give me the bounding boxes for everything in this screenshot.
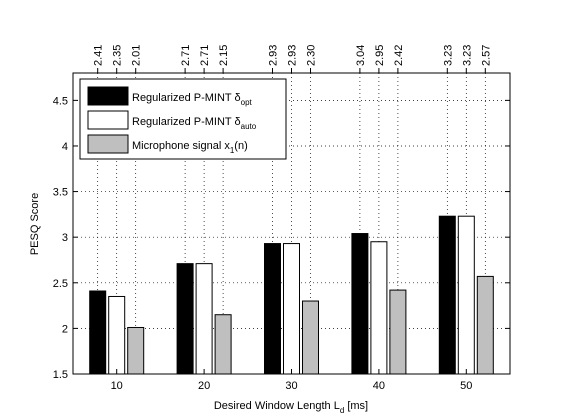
legend-label-auto-main: Regularized P-MINT δ xyxy=(132,116,241,128)
bar-series-2 xyxy=(127,326,145,375)
x-axis-label-subscript: d xyxy=(340,406,344,415)
y-tick-label: 2.5 xyxy=(53,278,68,290)
bar-series-0 xyxy=(176,263,194,375)
legend-label-mic: Microphone signal x1(n) xyxy=(132,140,248,155)
bar-series-1 xyxy=(457,215,475,375)
axis-ticks xyxy=(73,68,510,375)
bar-value-label: 2.01 xyxy=(131,45,143,66)
bar-value-label: 2.93 xyxy=(268,45,280,66)
legend-label-mic-main: Microphone signal x xyxy=(132,140,230,152)
legend-label-opt: Regularized P-MINT δopt xyxy=(132,92,253,107)
y-tick-label: 4 xyxy=(62,141,68,153)
bar-series-2 xyxy=(214,314,232,375)
bar-series-0 xyxy=(89,290,107,375)
legend-swatch-auto xyxy=(87,110,129,130)
bar-value-label: 2.41 xyxy=(93,45,105,66)
bar-value-label: 3.04 xyxy=(355,45,367,66)
y-tick-label: 3.5 xyxy=(53,187,68,199)
bar-value-label: 2.15 xyxy=(218,45,230,66)
y-tick-label: 2 xyxy=(62,323,68,335)
legend-label-mic-subscript: 1 xyxy=(230,146,235,155)
x-tick-label: 30 xyxy=(285,380,297,392)
bar-series-2 xyxy=(302,300,319,375)
bar-value-label: 2.71 xyxy=(180,45,192,66)
bar-series-0 xyxy=(351,233,369,375)
bar-value-label: 2.71 xyxy=(199,45,211,66)
bar-series-1 xyxy=(195,263,213,375)
bar-series-1 xyxy=(108,295,126,375)
legend-label-opt-subscript: opt xyxy=(241,98,253,107)
bar-series-0 xyxy=(264,243,281,375)
legend: Regularized P-MINT δopt Regularized P-MI… xyxy=(79,78,287,160)
x-tick-label: 10 xyxy=(111,380,123,392)
legend-label-opt-main: Regularized P-MINT δ xyxy=(132,92,241,104)
legend-label-mic-tail: (n) xyxy=(234,140,247,152)
bar-series-1 xyxy=(370,241,388,375)
legend-swatch-opt xyxy=(87,86,129,106)
bar-series-2 xyxy=(476,275,494,375)
bar-series-0 xyxy=(438,215,456,375)
x-tick-label: 40 xyxy=(373,380,385,392)
bar-value-label: 3.23 xyxy=(461,45,473,66)
bar-value-label: 2.95 xyxy=(374,45,386,66)
bars xyxy=(89,215,494,375)
y-tick-label: 4.5 xyxy=(53,95,68,107)
x-tick-label: 20 xyxy=(198,380,210,392)
x-axis-label-main: Desired Window Length L xyxy=(214,400,340,412)
bar-value-label: 2.93 xyxy=(287,45,299,66)
x-axis-label-unit: [ms] xyxy=(344,400,368,412)
legend-label-auto: Regularized P-MINT δauto xyxy=(132,116,257,131)
x-tick-label: 50 xyxy=(460,380,472,392)
bar-value-label: 2.30 xyxy=(306,45,318,66)
bar-value-label: 2.57 xyxy=(480,45,492,66)
y-tick-label: 1.5 xyxy=(53,369,68,381)
y-axis-label: PESQ Score xyxy=(29,193,41,255)
bar-value-label: 2.42 xyxy=(393,45,405,66)
legend-swatch-mic xyxy=(87,134,129,154)
bar-series-1 xyxy=(283,243,300,375)
bar-value-label: 3.23 xyxy=(442,45,454,66)
x-axis-label: Desired Window Length Ld [ms] xyxy=(214,400,368,415)
legend-label-auto-subscript: auto xyxy=(241,122,257,131)
bar-series-2 xyxy=(389,289,407,375)
bar-value-label: 2.35 xyxy=(112,45,124,66)
y-tick-label: 3 xyxy=(62,232,68,244)
